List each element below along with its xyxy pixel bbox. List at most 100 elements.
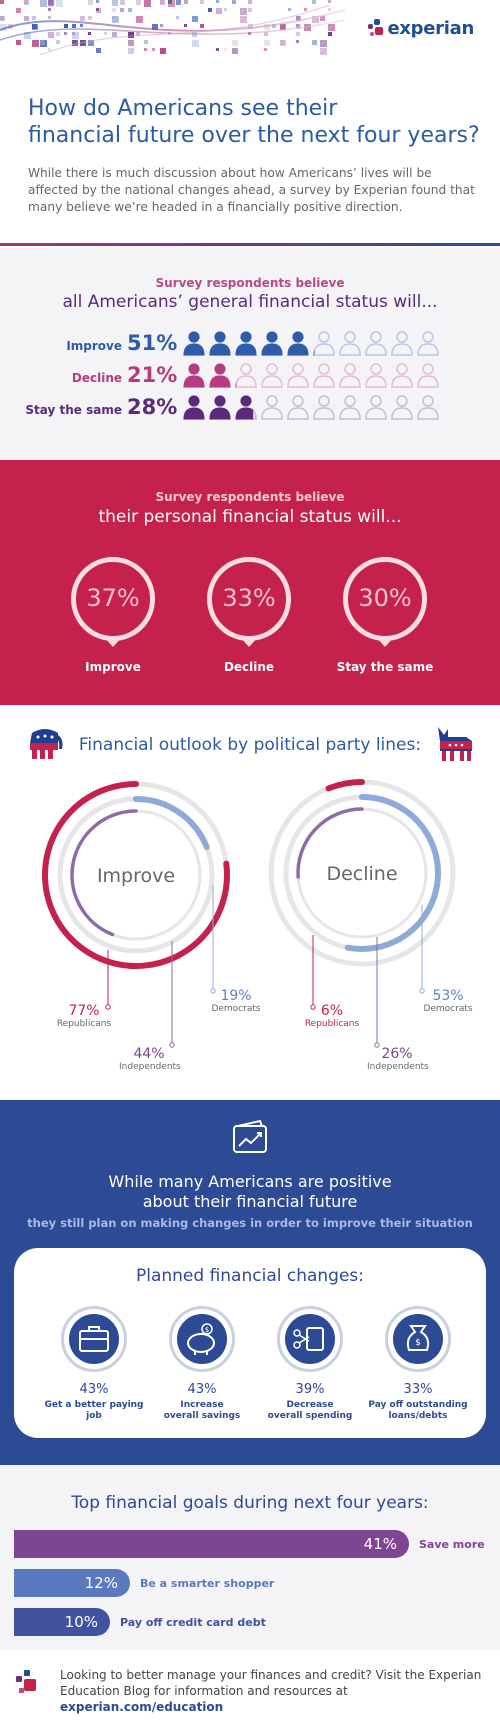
goal-label: Be a smarter shopper <box>140 1577 275 1590</box>
goal-label: Save more <box>419 1538 485 1551</box>
general-row: Decline 21% <box>0 362 500 392</box>
goal-value: 12% <box>84 1574 118 1592</box>
header-pixel <box>248 0 252 4</box>
person-icon <box>313 331 335 356</box>
divider <box>0 243 500 246</box>
person-icon <box>339 395 361 420</box>
header-pixel <box>216 0 219 3</box>
ring-center-label: Decline <box>326 863 397 885</box>
header-pixel <box>280 40 286 46</box>
header-pixel <box>16 8 21 13</box>
header-pixel <box>160 48 166 54</box>
person-icon <box>261 395 283 420</box>
header-pixel <box>88 16 92 20</box>
person-icon <box>183 331 205 356</box>
experian-e-icon <box>16 1670 42 1696</box>
person-icon <box>391 363 413 388</box>
independents-arc <box>296 807 364 879</box>
header-pixel <box>232 0 236 4</box>
header-pixel <box>88 32 91 35</box>
header-pixel <box>48 32 54 38</box>
change-item: 43% Get a better paying job <box>39 1306 149 1422</box>
leader-dot <box>419 988 425 994</box>
personal-heading: their personal financial status will... <box>98 507 402 527</box>
decline-independents-label: 26% Independents <box>367 1046 429 1072</box>
header-pixel <box>48 0 53 5</box>
footer-text: Looking to better manage your finances a… <box>60 1668 482 1714</box>
leader-dot <box>310 1004 316 1010</box>
header-pixel <box>312 40 317 45</box>
person-icon <box>261 363 283 388</box>
leader-dot <box>374 1042 380 1048</box>
header-pixel <box>192 16 198 22</box>
header-pixel <box>232 40 238 46</box>
goal-value: 41% <box>363 1535 397 1553</box>
header: experian How do Americans see their finan… <box>0 0 500 246</box>
header-pixel <box>72 32 79 39</box>
header-pixel <box>24 0 27 3</box>
page-title: How do Americans see their financial futu… <box>28 96 480 148</box>
header-pixel <box>64 24 68 28</box>
header-pixel <box>48 16 51 19</box>
svg-text:$: $ <box>415 1338 421 1348</box>
person-icon <box>235 363 257 388</box>
change-value: 43% <box>79 1382 109 1397</box>
general-row-label: Decline <box>71 371 122 385</box>
change-item: $ 33% Pay off outstanding loans/debts <box>363 1306 473 1422</box>
header-pixel <box>280 40 285 45</box>
goals-title: Top financial goals during next four yea… <box>71 1493 429 1513</box>
footer-link[interactable]: experian.com/education <box>60 1700 224 1714</box>
personal-ring-improve: 37% <box>71 557 155 641</box>
goal-bar: 10% <box>14 1608 110 1636</box>
general-row: Improve 51% <box>0 330 500 360</box>
person-icon <box>365 331 387 356</box>
independents-arc <box>70 809 138 937</box>
elephant-icon <box>30 729 63 759</box>
leader-dot <box>169 1042 175 1048</box>
header-pixel <box>112 16 119 23</box>
general-row-value: 51% <box>127 331 178 355</box>
header-pixel <box>32 24 38 30</box>
person-icon <box>391 331 413 356</box>
person-icon <box>313 395 335 420</box>
header-pixel <box>56 32 60 36</box>
general-row: Stay the same 28% <box>0 394 500 424</box>
person-icon <box>209 395 231 420</box>
header-pixel <box>112 16 118 22</box>
person-icon <box>235 395 257 420</box>
general-heading: all Americans’ general financial status … <box>62 292 438 312</box>
header-pixel <box>328 8 331 11</box>
person-icons <box>182 394 440 420</box>
header-pixel <box>128 40 131 43</box>
improve-republicans-label: 77% Republicans <box>56 1003 112 1029</box>
person-icon <box>339 331 361 356</box>
header-pixel <box>240 8 247 15</box>
changes-heading: While many Americans are positive about t… <box>108 1172 392 1211</box>
header-pixel <box>200 24 204 28</box>
change-label: Get a better paying job <box>44 1400 144 1421</box>
header-pixel <box>296 32 300 36</box>
header-pixel <box>120 8 124 12</box>
leader-dot <box>105 1004 111 1010</box>
experian-logo: experian <box>368 18 474 39</box>
header-pixel <box>16 40 21 45</box>
change-value: 39% <box>295 1382 325 1397</box>
header-pixel <box>184 24 187 27</box>
header-pixel <box>56 0 63 7</box>
header-pixel <box>160 0 165 5</box>
planned-changes-card: Planned financial changes: 43% Get a bet… <box>14 1248 486 1438</box>
democrats-arc <box>133 796 210 851</box>
header-pixel <box>48 8 51 11</box>
header-pixel <box>240 16 247 23</box>
briefcase-icon <box>79 1326 109 1352</box>
header-pixel <box>328 24 335 31</box>
money-bag-icon: $ <box>406 1325 430 1351</box>
goal-bar: 12% <box>14 1569 130 1597</box>
header-pixel <box>144 40 148 44</box>
general-status-section: Survey respondents believe all Americans… <box>0 248 500 460</box>
change-label: Decrease overall spending <box>267 1400 353 1421</box>
political-section: Financial outlook by political party lin… <box>0 705 500 1100</box>
header-pixel <box>152 48 155 51</box>
republicans-arc <box>42 781 230 969</box>
header-pixel <box>32 16 36 20</box>
